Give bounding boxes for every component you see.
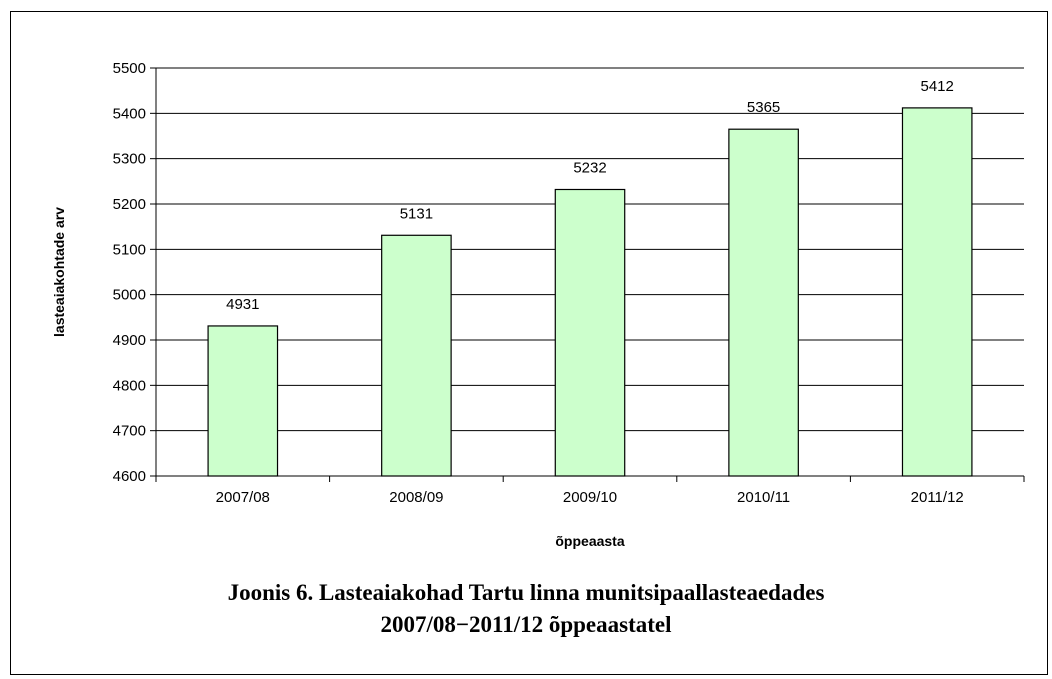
y-tick-label: 4800 (113, 377, 146, 394)
bar-2011-12 (902, 108, 971, 476)
bar-2007-08 (208, 326, 277, 476)
data-label: 5232 (573, 159, 606, 176)
x-axis-title: õppeaasta (555, 533, 624, 549)
x-tick-label: 2010/11 (737, 489, 790, 506)
bar-2009-10 (555, 189, 624, 476)
bar-2010-11 (729, 129, 798, 476)
data-label: 5412 (921, 78, 954, 95)
y-tick-label: 5000 (113, 287, 146, 304)
data-label: 5131 (400, 205, 433, 222)
y-tick-label: 5500 (113, 60, 146, 77)
y-tick-label: 4900 (113, 332, 146, 349)
y-tick-label: 4700 (113, 423, 146, 440)
x-tick-label: 2008/09 (389, 489, 443, 506)
x-tick-label: 2011/12 (911, 489, 964, 506)
bar-2008-09 (382, 235, 451, 476)
bar-chart: 4600 4700 4800 4900 5000 5100 5200 5300 5400 5500… (0, 0, 1052, 600)
figure-caption-line-1: Joonis 6. Lasteaiakohad Tartu linna muni… (0, 580, 1052, 606)
data-label: 4931 (226, 296, 259, 313)
data-label: 5365 (747, 99, 780, 116)
y-tick-label: 5100 (113, 241, 146, 258)
y-tick-label: 5400 (113, 105, 146, 122)
y-tick-label: 5200 (113, 196, 146, 213)
y-tick-label: 5300 (113, 151, 146, 168)
y-tick-label: 4600 (113, 468, 146, 485)
figure-caption-line-2: 2007/08−2011/12 õppeaastatel (0, 612, 1052, 638)
x-tick-label: 2009/10 (563, 489, 617, 506)
x-tick-label: 2007/08 (216, 489, 270, 506)
y-axis-title: lasteaiakohtade arv (51, 207, 67, 337)
